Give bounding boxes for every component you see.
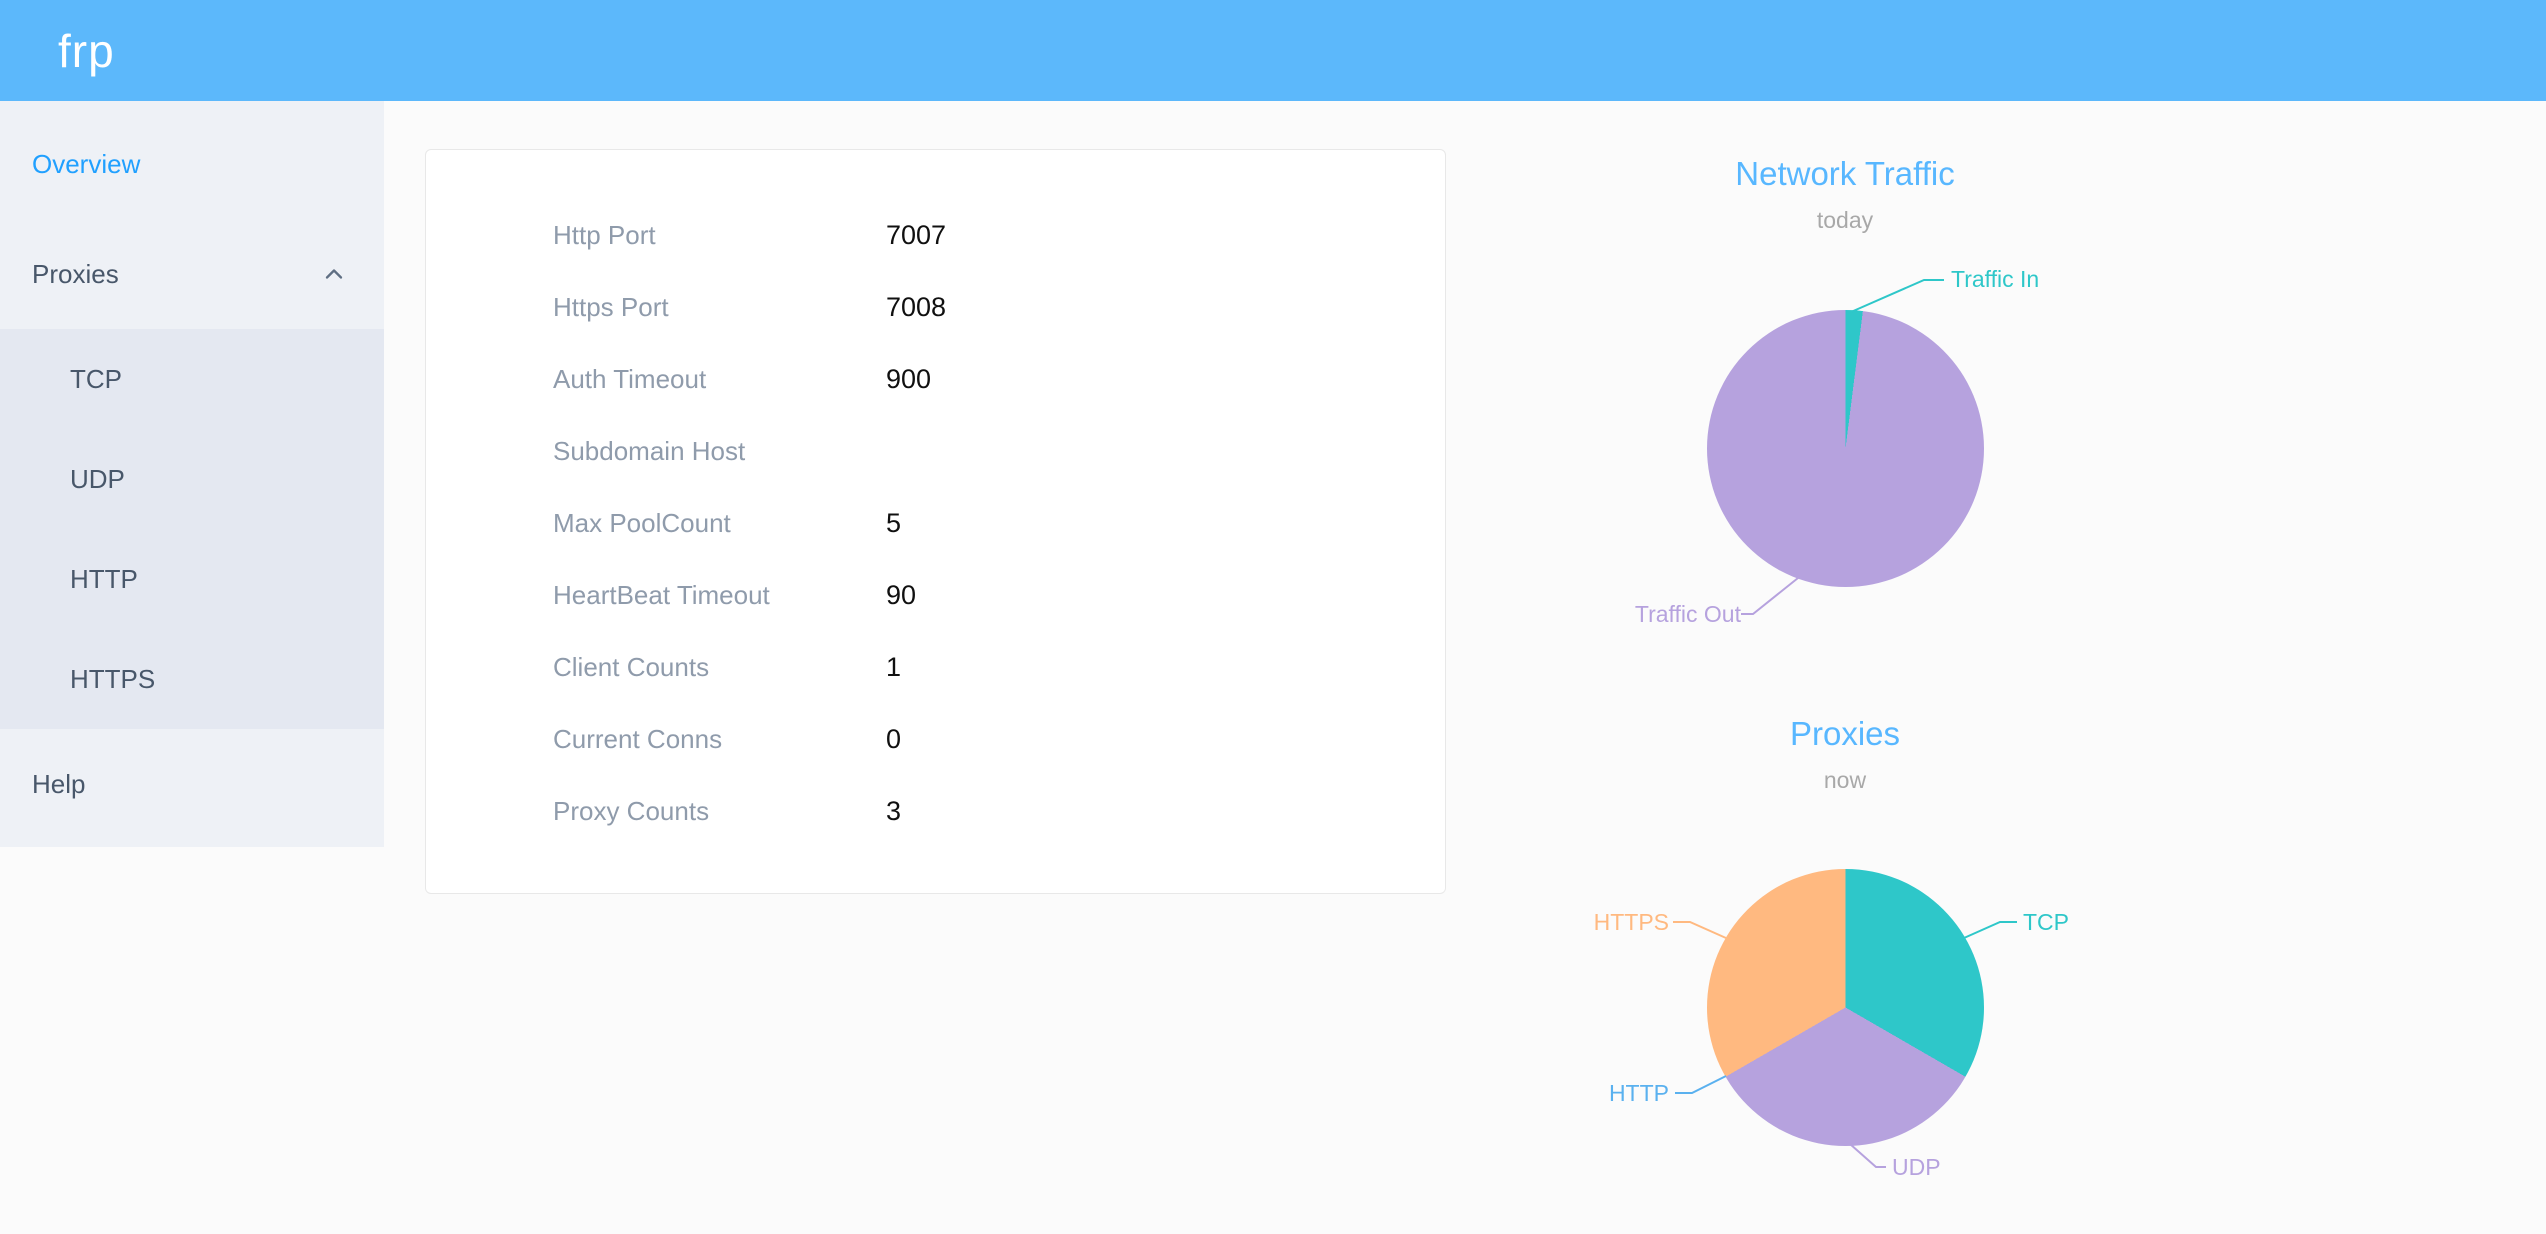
sidebar-item-label: Proxies (32, 258, 119, 289)
info-row-heartbeat-timeout: HeartBeat Timeout 90 (426, 559, 1445, 631)
sidebar-item-overview[interactable]: Overview (0, 109, 384, 219)
traffic-out-callout-line (1741, 577, 1799, 615)
pie-label-udp: UDP (1892, 1154, 1941, 1180)
info-row-subdomain-host: Subdomain Host (426, 415, 1445, 487)
server-info-card: Http Port 7007 Https Port 7008 Auth Time… (425, 149, 1446, 894)
pie-label-http: HTTP (1608, 1080, 1669, 1106)
info-label: Proxy Counts (553, 795, 710, 826)
pie-label-tcp: TCP (2023, 909, 2069, 935)
info-label: Subdomain Host (553, 435, 746, 466)
info-label: Http Port (553, 219, 656, 250)
pie-label-traffic-out: Traffic Out (1634, 601, 1741, 627)
info-label: Https Port (553, 291, 669, 322)
tcp-callout-line (1963, 921, 2017, 939)
pie-label-https: HTTPS (1593, 909, 1669, 935)
sidebar-item-label: HTTPS (70, 663, 156, 694)
chart-title: Proxies (1789, 715, 1901, 752)
info-row-current-conns: Current Conns 0 (426, 703, 1445, 775)
sidebar: Overview Proxies TCP UDP HTT (0, 101, 384, 847)
sidebar-item-udp[interactable]: UDP (0, 429, 384, 529)
app-logo: frp (58, 24, 115, 77)
chart-proxies: Proxies now TCP HTTPS HTTP UDP (1545, 700, 2145, 1230)
info-row-auth-timeout: Auth Timeout 900 (426, 343, 1445, 415)
sidebar-item-label: HTTP (70, 563, 138, 594)
header: frp (0, 0, 2546, 101)
info-label: Max PoolCount (553, 507, 731, 538)
info-value: 0 (886, 723, 902, 754)
http-callout-line (1675, 1075, 1727, 1094)
info-label: HeartBeat Timeout (553, 579, 770, 610)
sidebar-item-label: Overview (32, 148, 141, 179)
info-value: 7008 (886, 291, 947, 322)
proxies-submenu: TCP UDP HTTP HTTPS (0, 329, 384, 729)
content-area: Overview Proxies TCP UDP HTT (0, 101, 2546, 1234)
info-value: 5 (886, 507, 902, 538)
chart-subtitle: today (1816, 207, 1874, 233)
sidebar-item-label: Help (32, 768, 86, 799)
info-value: 900 (886, 363, 932, 394)
chart-title: Network Traffic (1735, 155, 1955, 192)
chart-subtitle: now (1823, 767, 1867, 793)
info-row-client-counts: Client Counts 1 (426, 631, 1445, 703)
info-row-https-port: Https Port 7008 (426, 271, 1445, 343)
info-label: Auth Timeout (553, 363, 707, 394)
info-value: 7007 (886, 219, 947, 250)
info-value: 1 (886, 651, 902, 682)
sidebar-item-tcp[interactable]: TCP (0, 329, 384, 429)
udp-callout-line (1849, 1143, 1886, 1168)
sidebar-item-label: TCP (70, 363, 122, 394)
network-traffic-pie[interactable] (1707, 310, 1984, 587)
info-label: Current Conns (553, 723, 723, 754)
https-callout-line (1673, 921, 1727, 939)
info-value: 3 (886, 795, 902, 826)
info-row-max-poolcount: Max PoolCount 5 (426, 487, 1445, 559)
sidebar-menu: Overview Proxies TCP UDP HTT (0, 101, 384, 847)
proxies-pie[interactable] (1707, 869, 1984, 1146)
info-value: 90 (886, 579, 917, 610)
info-row-http-port: Http Port 7007 (426, 199, 1445, 271)
chevron-up-icon (325, 269, 343, 279)
pie-label-traffic-in: Traffic In (1951, 266, 2040, 292)
sidebar-item-https[interactable]: HTTPS (0, 629, 384, 729)
traffic-in-callout-line (1850, 279, 1944, 313)
info-row-proxy-counts: Proxy Counts 3 (426, 775, 1445, 847)
sidebar-item-help[interactable]: Help (0, 729, 384, 839)
sidebar-item-http[interactable]: HTTP (0, 529, 384, 629)
sidebar-item-proxies[interactable]: Proxies (0, 219, 384, 329)
sidebar-item-label: UDP (70, 463, 125, 494)
chart-network-traffic: Network Traffic today Traffic In Traffic… (1545, 140, 2145, 670)
info-label: Client Counts (553, 651, 710, 682)
